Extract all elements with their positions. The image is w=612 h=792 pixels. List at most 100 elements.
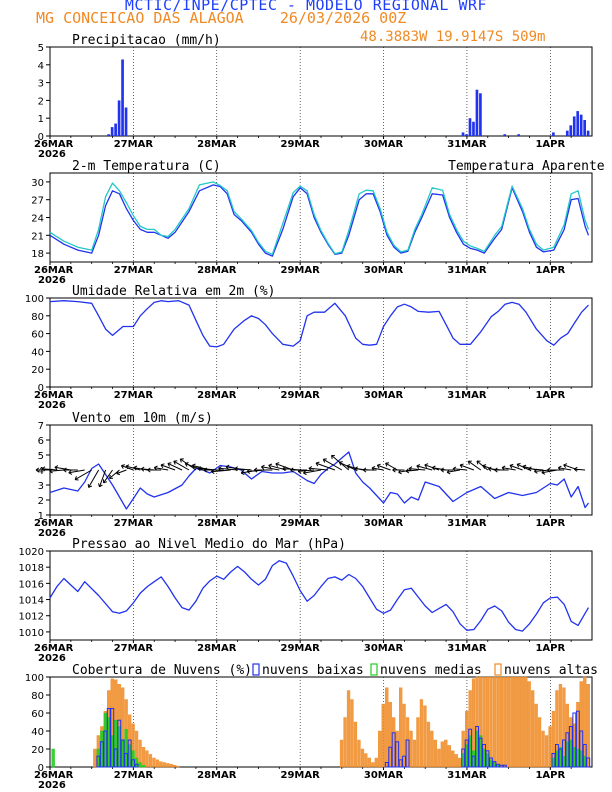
wind-arrow — [41, 468, 57, 471]
wind-arrow — [308, 467, 328, 471]
cloud-bar-blue — [468, 728, 473, 768]
wind-arrow-head — [392, 469, 396, 473]
precip-bar — [461, 132, 465, 136]
precip-bar — [472, 121, 475, 136]
cloud-bar-blue — [499, 764, 504, 768]
wind-arrow — [74, 469, 92, 481]
wind-arrow — [99, 469, 107, 487]
wind-arrow-head — [68, 472, 73, 475]
temp-xtick-label: 30MAR — [364, 265, 404, 276]
cloud-bar-green — [141, 765, 146, 768]
cloud-bar-orange — [433, 739, 437, 768]
wind-arrow — [116, 469, 127, 475]
wind-arrow-head — [121, 464, 125, 467]
wind-arrow-head — [154, 465, 158, 469]
cloud-bar-orange — [343, 717, 347, 768]
temp-ytick-label: 30 — [31, 178, 44, 189]
wind-arrow-head — [459, 463, 464, 466]
cloud-bar-orange — [440, 741, 444, 768]
cloud-bar-blue — [558, 748, 563, 768]
wind-arrow-head — [225, 466, 229, 470]
cloud-bar-blue — [127, 739, 132, 768]
cloud-bar-blue — [464, 739, 469, 768]
location-coordinates: 48.3883W 19.9147S 509m — [360, 29, 546, 45]
cloud-bar-blue — [124, 753, 129, 768]
precip-bar — [552, 132, 555, 136]
wind-ytick-label: 1 — [38, 511, 44, 522]
temp-ytick-label: 27 — [31, 196, 44, 207]
rh-line — [49, 300, 589, 348]
wind-arrow-head — [440, 469, 445, 473]
clouds-xtick-label: 27MAR — [114, 770, 154, 781]
wind-ytick-label: 6 — [38, 436, 44, 447]
cloud-bar-orange — [489, 676, 493, 768]
wind-arrow-head — [35, 469, 40, 473]
wind-arrow-head — [482, 465, 486, 469]
pres-xtick-label: 28MAR — [197, 643, 237, 654]
cloud-bar-orange — [527, 681, 531, 768]
cloud-bar-blue — [582, 744, 587, 768]
pres-xtick-label: 29MAR — [280, 643, 320, 654]
precip-title: Precipitacao (mm/h) — [72, 33, 221, 48]
temp-legend: Temperatura Aparente (C) — [448, 159, 612, 174]
wind-arrow-head — [203, 467, 208, 471]
precip-xtick-label: 26MAR — [34, 139, 74, 150]
cloud-bar-orange — [544, 735, 549, 768]
cloud-bar-orange — [371, 762, 375, 768]
wind-arrow-head — [49, 468, 53, 472]
wind-arrow-head — [297, 470, 302, 474]
wind-arrow — [405, 469, 419, 472]
wind-arrow-head — [488, 468, 492, 472]
cloud-bar-orange — [548, 726, 552, 768]
wind-arrow-head — [185, 462, 189, 465]
wind-arrow-head — [362, 467, 367, 471]
cloud-bar-orange — [419, 699, 424, 768]
wind-arrow-head — [494, 467, 498, 471]
cloud-bar-blue — [572, 712, 577, 768]
wind-arrow-head — [563, 463, 568, 466]
wind-arrow-head — [574, 466, 578, 470]
wind-line — [49, 451, 590, 510]
cloud-bar-orange — [506, 676, 510, 768]
pres-xtick-label: 31MAR — [447, 643, 487, 654]
wind-arrow-head — [416, 465, 420, 469]
wind-arrow-head — [253, 469, 258, 473]
wind-arrow-head — [376, 464, 380, 469]
wind-arrow-head — [315, 461, 320, 464]
wind-arrow — [154, 467, 169, 471]
rh-title: Umidade Relativa em 2m (%) — [72, 284, 276, 299]
wind-arrow-head — [408, 466, 413, 470]
rh-ytick-label: 60 — [31, 330, 44, 341]
wind-arrow-head — [275, 462, 280, 465]
wind-arrow-head — [338, 462, 342, 466]
clouds-xtick-label: 31MAR — [447, 770, 487, 781]
wind-arrow-head — [534, 468, 538, 472]
cloud-bar-orange — [531, 690, 535, 768]
wind-arrow-head — [218, 466, 222, 469]
rh-ytick-label: 40 — [31, 347, 44, 358]
wind-arrow — [261, 466, 280, 471]
cloud-bar-orange — [381, 703, 385, 768]
wind-arrow-head — [261, 466, 265, 470]
precip-xtick-label: 31MAR — [447, 139, 487, 150]
wind-arrow-head — [49, 470, 53, 474]
wind-arrow-head — [160, 463, 165, 466]
cloud-bar-blue — [568, 726, 573, 768]
cloud-bar-blue — [405, 739, 410, 768]
rh-ytick-label: 0 — [38, 383, 44, 394]
wind-arrow-head — [546, 467, 551, 471]
precip-bar — [579, 114, 583, 136]
wind-ytick-label: 2 — [38, 496, 44, 507]
cloud-bar-blue — [384, 762, 389, 768]
wind-arrow-head — [253, 467, 258, 471]
wind-arrow-head — [398, 469, 402, 473]
wind-arrow-head — [303, 472, 307, 476]
cloud-bar-orange — [520, 676, 524, 768]
wind-arrow-head — [191, 464, 195, 469]
wind-arrow-head — [452, 468, 456, 472]
temp-xtick-label: 27MAR — [114, 265, 154, 276]
precip-bar — [503, 134, 507, 136]
cloud-bar-orange — [524, 676, 528, 768]
temp-title: 2-m Temperatura (C) — [72, 159, 221, 174]
cloud-bar-orange — [155, 759, 160, 768]
